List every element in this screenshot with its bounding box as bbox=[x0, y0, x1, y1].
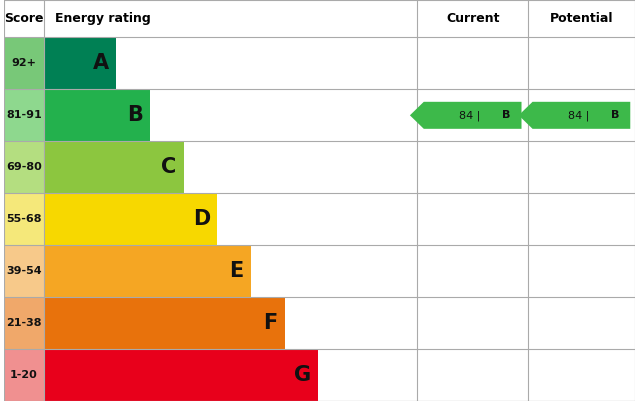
Bar bbox=[4, 141, 44, 193]
Bar bbox=[4, 89, 44, 141]
Bar bbox=[4, 245, 44, 297]
Bar bbox=[44, 297, 284, 349]
Text: Current: Current bbox=[446, 12, 499, 25]
Bar bbox=[4, 349, 44, 401]
Text: G: G bbox=[294, 365, 311, 385]
Text: A: A bbox=[93, 53, 109, 73]
Text: 92+: 92+ bbox=[11, 59, 36, 68]
Bar bbox=[44, 245, 251, 297]
Text: B: B bbox=[127, 105, 143, 126]
Text: 21-38: 21-38 bbox=[6, 318, 42, 328]
Text: 81-91: 81-91 bbox=[6, 110, 42, 120]
Bar bbox=[44, 349, 318, 401]
Text: Potential: Potential bbox=[550, 12, 613, 25]
Text: Score: Score bbox=[4, 12, 44, 25]
Text: C: C bbox=[161, 157, 177, 177]
Bar bbox=[4, 193, 44, 245]
Bar bbox=[44, 193, 217, 245]
Bar bbox=[44, 89, 150, 141]
Polygon shape bbox=[410, 102, 521, 129]
Text: 69-80: 69-80 bbox=[6, 162, 42, 172]
Text: Energy rating: Energy rating bbox=[55, 12, 150, 25]
Text: 55-68: 55-68 bbox=[6, 214, 42, 224]
Text: D: D bbox=[192, 209, 210, 229]
Text: 39-54: 39-54 bbox=[6, 266, 42, 276]
Text: B: B bbox=[611, 110, 619, 120]
Text: 84 |: 84 | bbox=[568, 110, 589, 121]
Text: E: E bbox=[229, 261, 244, 281]
Text: 84 |: 84 | bbox=[460, 110, 481, 121]
Text: F: F bbox=[263, 313, 277, 333]
Bar bbox=[44, 141, 184, 193]
Polygon shape bbox=[519, 102, 631, 129]
Text: 1-20: 1-20 bbox=[10, 370, 38, 380]
Bar bbox=[4, 37, 44, 89]
Text: B: B bbox=[502, 110, 511, 120]
Bar bbox=[44, 37, 116, 89]
Bar bbox=[4, 297, 44, 349]
